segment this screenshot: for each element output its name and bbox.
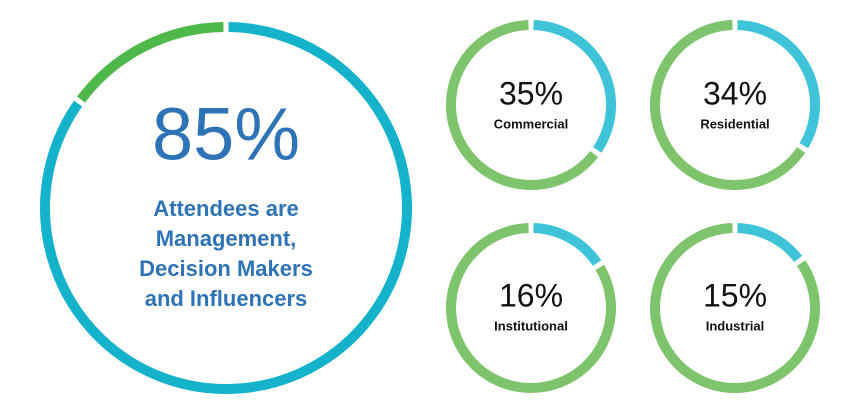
ring-label: Commercial	[494, 116, 568, 131]
ring-label: Decision Makers	[139, 256, 313, 281]
ring-label: Management,	[156, 226, 297, 251]
ring-value	[737, 20, 820, 149]
ring-value	[737, 223, 803, 263]
ring-label: Residential	[700, 116, 769, 131]
ring-remainder	[446, 223, 616, 393]
ring-remainder	[650, 223, 820, 393]
ring-label: and Influencers	[145, 286, 308, 311]
ring-label: Institutional	[494, 318, 568, 333]
ring-remainder	[650, 20, 806, 190]
percent-label: 34%	[703, 75, 767, 111]
ring-value	[40, 22, 412, 394]
ring-label: Attendees are	[153, 196, 299, 221]
percent-label: 15%	[703, 277, 767, 313]
ring-remainder	[77, 22, 224, 103]
ring-remainder	[446, 20, 599, 190]
percent-label: 35%	[499, 75, 563, 111]
ring-label: Industrial	[706, 318, 765, 333]
percent-label: 85%	[152, 93, 300, 176]
ring-value	[533, 20, 616, 153]
ring-value	[533, 223, 602, 266]
percent-label: 16%	[499, 277, 563, 313]
